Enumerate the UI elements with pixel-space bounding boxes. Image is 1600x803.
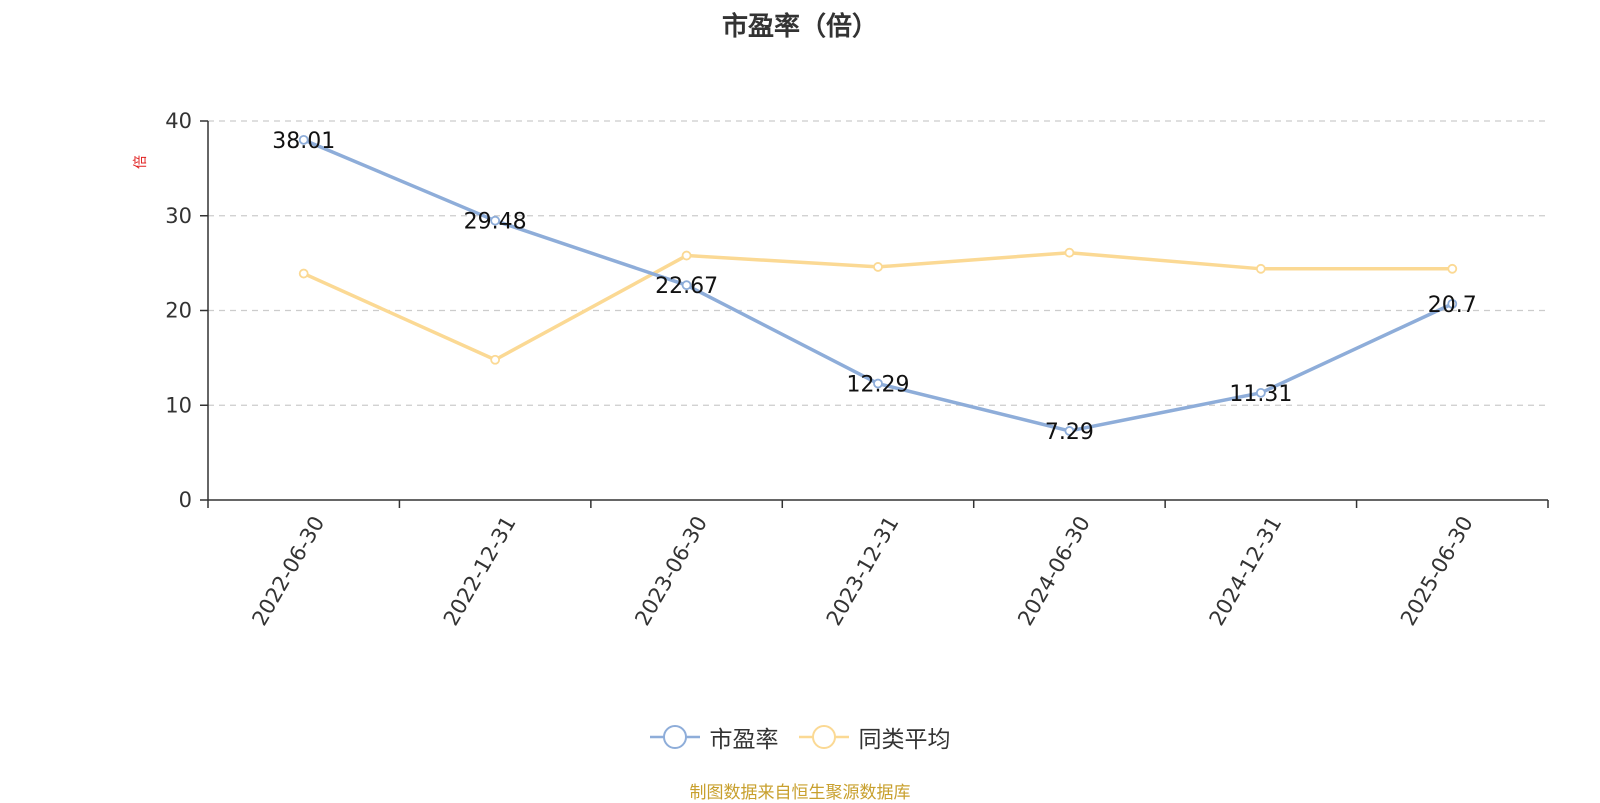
y-tick-label: 40	[165, 109, 192, 133]
data-point	[1064, 426, 1075, 436]
data-point	[1447, 298, 1458, 309]
series-lines	[298, 134, 1458, 436]
grid-lines	[208, 120, 1548, 406]
legend-item[interactable]: 市盈率	[649, 720, 779, 754]
data-label: 12.29	[847, 373, 910, 398]
data-point	[490, 354, 501, 365]
data-point	[1255, 387, 1266, 398]
data-label: 20.7	[1428, 293, 1477, 318]
data-point	[1447, 263, 1458, 274]
x-tick-label: 2022-12-31	[439, 512, 521, 630]
data-point	[681, 250, 692, 261]
y-tick-label: 10	[165, 393, 192, 417]
y-tick-label: 30	[165, 204, 192, 228]
y-tick-label: 20	[165, 299, 192, 323]
legend-swatch-icon	[798, 725, 849, 749]
data-labels: 38.01 29.48 22.67 12.29 7.29 11.31 20.7	[272, 129, 1477, 445]
x-tick-label: 2022-06-30	[247, 512, 329, 630]
legend-item[interactable]: 同类平均	[798, 720, 951, 754]
data-point	[298, 134, 309, 145]
legend: 市盈率 同类平均	[0, 720, 1600, 758]
x-tick-label: 2025-06-30	[1396, 512, 1478, 630]
legend-label: 市盈率	[709, 727, 779, 753]
data-point	[1255, 263, 1266, 274]
data-label: 11.31	[1229, 382, 1292, 407]
data-point	[490, 215, 501, 226]
y-axis-unit-label: 倍	[133, 155, 149, 169]
data-label: 38.01	[272, 129, 335, 154]
legend-swatch-icon	[649, 725, 700, 749]
data-label: 29.48	[464, 210, 527, 235]
line-chart: 0 10 20 30 40 2022-06-30 2022-12-31 2023-06-30 2…	[133, 109, 1549, 630]
x-tick-label: 2023-06-30	[630, 512, 712, 630]
x-tick-label: 2023-12-31	[822, 512, 904, 630]
data-label: 22.67	[655, 274, 718, 299]
axes: 0 10 20 30 40 2022-06-30 2022-12-31 2023-06-30 2…	[165, 109, 1549, 630]
data-point	[681, 280, 692, 291]
legend-label: 同类平均	[858, 727, 951, 753]
chart-title: 市盈率（倍）	[721, 12, 878, 42]
x-tick-label: 2024-06-30	[1013, 512, 1095, 630]
source-note: 制图数据来自恒生聚源数据库	[689, 783, 911, 803]
data-point	[298, 268, 309, 279]
data-label: 7.29	[1045, 420, 1094, 445]
x-tick-label: 2024-12-31	[1205, 512, 1287, 630]
y-tick-label: 0	[179, 488, 192, 512]
data-point	[1064, 247, 1075, 258]
data-point	[873, 378, 883, 389]
data-point	[873, 262, 883, 272]
